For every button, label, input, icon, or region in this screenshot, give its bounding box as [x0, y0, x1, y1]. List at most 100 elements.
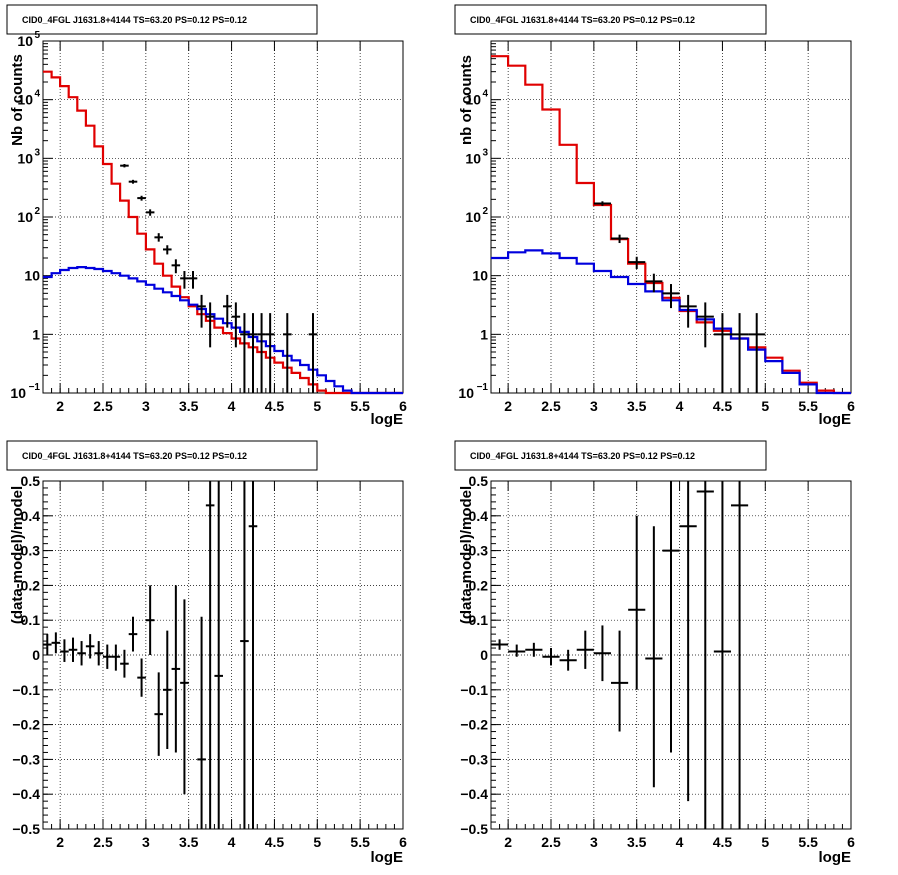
- y-tick-label: 0.1: [21, 612, 41, 628]
- y-tick-label: −0.3: [12, 751, 40, 767]
- data-point: [60, 639, 69, 662]
- y-tick-exponent: 3: [34, 147, 40, 158]
- data-point: [696, 481, 714, 829]
- x-tick-label: 5: [761, 398, 769, 414]
- x-tick-label: 4.5: [713, 834, 733, 850]
- y-tick-label: 10: [465, 209, 481, 225]
- x-tick-label: 5.5: [350, 398, 370, 414]
- data-point: [265, 313, 275, 393]
- data-point: [248, 313, 258, 393]
- x-tick-label: 3.5: [179, 834, 199, 850]
- data-point: [559, 649, 577, 671]
- y-tick-label: 0.5: [469, 473, 489, 489]
- y-tick-label: 10: [17, 209, 33, 225]
- y-tick-label: −0.2: [460, 717, 488, 733]
- x-tick-label: 4: [228, 398, 236, 414]
- data-point: [748, 313, 766, 393]
- data-point: [154, 672, 163, 756]
- y-tick-exponent: 4: [482, 89, 488, 100]
- data-point: [137, 195, 146, 201]
- y-tick-label: 0: [480, 647, 488, 663]
- x-tick-label: 4: [676, 834, 684, 850]
- y-tick-label: 0.1: [469, 612, 489, 628]
- x-tick-label: 5: [313, 834, 321, 850]
- y-tick-label: 0.2: [21, 577, 41, 593]
- data-point: [508, 644, 526, 657]
- y-tick-label: 0.4: [21, 508, 41, 524]
- y-tick-exponent: −1: [29, 382, 41, 393]
- panel-residuals-left: CID0_4FGL J1631.8+4144 TS=63.20 PS=0.12 …: [6, 440, 407, 866]
- y-tick-label: −0.1: [12, 682, 40, 698]
- data-point: [593, 201, 611, 206]
- title-box: [454, 440, 767, 471]
- y-tick-label: −0.5: [460, 821, 488, 837]
- y-tick-label: 1: [480, 326, 488, 342]
- y-tick-label: 10: [465, 150, 481, 166]
- y-axis-title: Nb of counts: [9, 54, 26, 146]
- x-tick-label: 4: [676, 398, 684, 414]
- y-tick-label: 0.5: [21, 473, 41, 489]
- data-point: [240, 481, 249, 829]
- data-point: [188, 271, 198, 289]
- y-tick-label: 1: [32, 326, 40, 342]
- data-point: [645, 526, 663, 788]
- data-point: [197, 616, 206, 829]
- y-tick-label: 10: [10, 385, 26, 401]
- x-tick-label: 2: [504, 398, 512, 414]
- data-point: [180, 599, 189, 795]
- data-point: [111, 644, 121, 671]
- data-point: [679, 294, 697, 328]
- data-point: [231, 302, 241, 348]
- x-tick-label: 2: [56, 834, 64, 850]
- x-tick-label: 5.5: [798, 834, 818, 850]
- y-tick-label: 10: [24, 268, 40, 284]
- y-tick-exponent: 2: [34, 206, 40, 217]
- x-tick-label: 6: [399, 398, 407, 414]
- data-point: [120, 164, 129, 168]
- x-axis-title: logE: [371, 849, 404, 866]
- data-point: [51, 632, 61, 654]
- x-tick-label: 4.5: [265, 398, 285, 414]
- x-tick-label: 4.5: [265, 834, 285, 850]
- y-axis-title: (data-model)/model: [9, 486, 26, 624]
- y-tick-label: −0.4: [12, 786, 40, 802]
- data-point: [628, 515, 646, 690]
- data-point: [145, 585, 155, 655]
- data-point: [180, 271, 189, 289]
- y-tick-label: −0.5: [12, 821, 40, 837]
- data-point: [593, 625, 611, 682]
- y-tick-label: −0.4: [460, 786, 488, 802]
- data-point: [611, 234, 629, 244]
- data-point: [94, 641, 103, 666]
- data-point: [731, 313, 749, 393]
- data-point: [137, 658, 146, 697]
- chart-title: CID0_4FGL J1631.8+4144 TS=63.20 PS=0.12 …: [470, 451, 695, 461]
- y-tick-label: 10: [472, 268, 488, 284]
- x-tick-label: 3: [142, 834, 150, 850]
- x-tick-label: 5.5: [350, 834, 370, 850]
- y-tick-label: 10: [17, 33, 33, 49]
- data-point: [731, 481, 749, 829]
- x-tick-label: 5.5: [798, 398, 818, 414]
- x-tick-label: 3.5: [627, 398, 647, 414]
- data-point: [662, 481, 680, 753]
- title-box: [6, 440, 318, 471]
- y-tick-exponent: −1: [477, 382, 489, 393]
- x-tick-label: 5: [761, 834, 769, 850]
- plot-area: 2 2.5 3 3.5 4 4.5 5 5.5 6 −0.5 −0.4 −0.3 −0.2 −0.1 0 0.…: [12, 473, 407, 850]
- data-point: [628, 256, 646, 269]
- data-point: [128, 616, 138, 652]
- data-point: [163, 630, 172, 749]
- plot-area: 2 2.5 3 3.5 4 4.5 5 5.5 6 −0.5 −0.4 −0.3 −0.2 −0.1 0 0.…: [460, 473, 855, 850]
- source-model-histogram: [43, 266, 403, 395]
- y-tick-label: 0.2: [469, 577, 489, 593]
- data-point: [257, 313, 266, 393]
- chart-title: CID0_4FGL J1631.8+4144 TS=63.20 PS=0.12 …: [22, 451, 247, 461]
- x-tick-label: 2.5: [93, 834, 113, 850]
- x-tick-label: 2.5: [541, 834, 561, 850]
- y-axis-title: nb of counts: [458, 55, 475, 145]
- data-point: [283, 313, 292, 393]
